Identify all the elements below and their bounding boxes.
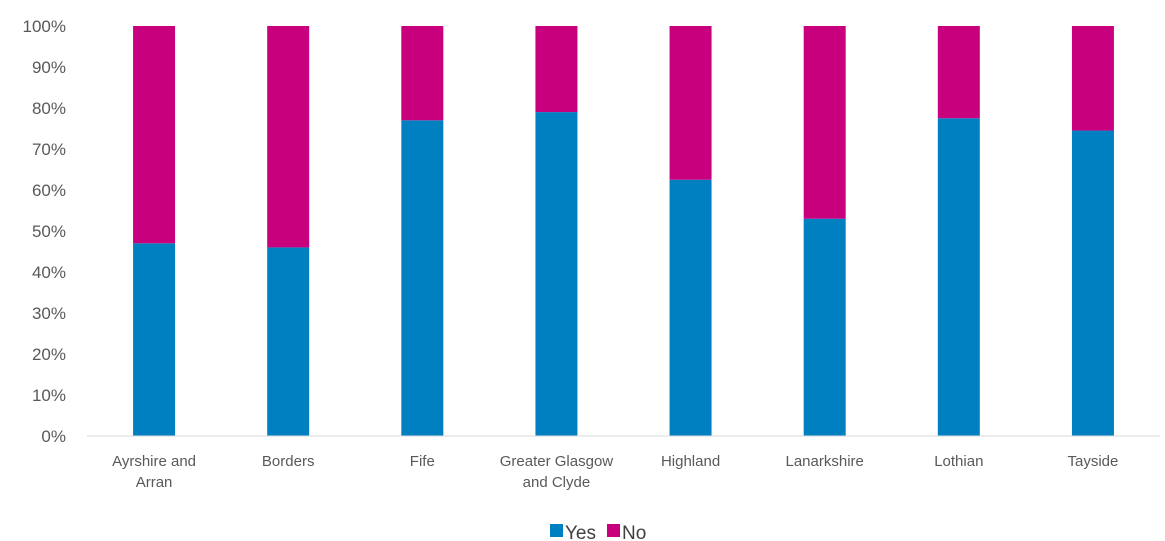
bar-no-5 [803,26,846,219]
bar-yes-6 [937,118,980,436]
bar-yes-3 [535,112,578,436]
legend-label-no: No [622,523,646,541]
y-tick-label: 0% [41,427,66,446]
x-axis-labels: Ayrshire and Arran Borders Fife Greater Glas… [112,453,1118,491]
x-category-label: Greater Glasgow [500,453,614,470]
y-axis-ticks: 0% 10% 20% 30% 40% 50% 60% 70% 80% 90% 100% [23,17,66,446]
bar-yes-0 [133,243,176,436]
x-category-label: Arran [136,474,173,491]
y-tick-label: 70% [32,140,66,159]
y-tick-label: 50% [32,222,66,241]
bar-no-7 [1071,26,1114,131]
x-category-label: Ayrshire and [112,453,196,470]
bar-no-1 [267,26,310,248]
y-tick-label: 100% [23,17,66,36]
bar-no-2 [401,26,444,121]
x-category-label: Tayside [1068,453,1119,470]
x-category-label: Borders [262,453,315,470]
x-category-label: Lanarkshire [785,453,863,470]
y-tick-label: 40% [32,263,66,282]
bar-yes-2 [401,120,444,437]
bar-yes-7 [1071,130,1114,437]
bar-no-0 [133,26,176,244]
x-category-label: Highland [661,453,720,470]
y-tick-label: 30% [32,304,66,323]
bar-yes-5 [803,218,846,436]
y-tick-label: 80% [32,99,66,118]
y-tick-label: 90% [32,58,66,77]
y-tick-label: 60% [32,181,66,200]
bar-no-3 [535,26,578,113]
legend: Yes No [550,523,646,541]
bars [133,26,1114,437]
y-tick-label: 20% [32,345,66,364]
legend-swatch-no [607,524,620,537]
x-category-label: Fife [410,453,435,470]
bar-no-6 [937,26,980,119]
bar-yes-1 [267,247,310,436]
x-category-label: Lothian [934,453,983,470]
legend-swatch-yes [550,524,563,537]
y-tick-label: 10% [32,386,66,405]
legend-label-yes: Yes [565,523,596,541]
bar-no-4 [669,26,712,180]
bar-yes-4 [669,179,712,436]
x-category-label: and Clyde [523,474,591,491]
